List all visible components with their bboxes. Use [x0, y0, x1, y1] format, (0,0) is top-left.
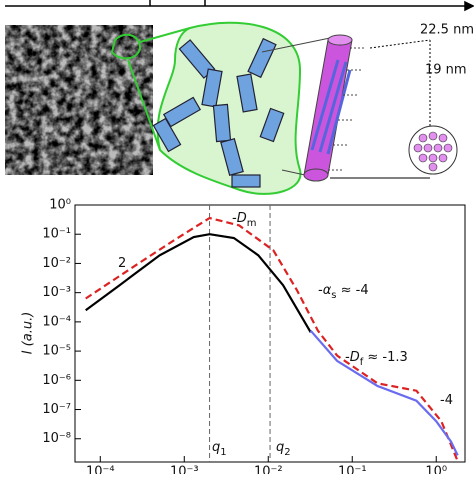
annotation-part: ≈ -1.3: [363, 350, 408, 365]
annotation: -4: [440, 393, 453, 408]
dimension-label: 22.5 nm: [420, 23, 474, 38]
y-tick-label: 10⁻³: [42, 285, 71, 300]
annotation-part: m: [247, 218, 257, 229]
x-tick-label: 10⁻³: [170, 465, 199, 475]
data-line: [85, 233, 312, 333]
x-tick-label: 10⁰: [425, 465, 447, 475]
annotation: 2: [118, 256, 126, 271]
annotation-part: 1: [220, 447, 226, 458]
data-line: [85, 216, 459, 462]
y-tick-label: 10⁻²: [42, 256, 71, 271]
y-tick-label: 10⁻⁷: [42, 402, 71, 417]
annotation-part: q: [212, 440, 220, 455]
annotation: q1: [212, 440, 227, 459]
y-tick-label: 10⁻⁸: [42, 431, 71, 446]
y-axis-label: I (a.u.): [21, 312, 36, 355]
annotation-part: f: [360, 357, 364, 368]
plot: 10⁻⁴ 10⁻³ 10⁻² 10⁻¹ 10⁰ 10⁰ 10⁻¹ 10⁻² 10⁻³ 10⁻⁴ 10…: [42, 198, 459, 478]
x-tick-label: 10⁻²: [254, 465, 283, 475]
annotation-part: -D: [232, 211, 247, 226]
annotation-part: 2: [118, 256, 126, 271]
top-axis: [5, 0, 474, 12]
annotation: -αs ≈ -4: [318, 283, 369, 302]
cylinders: [152, 37, 285, 188]
annotation: q2: [276, 440, 291, 459]
x-tick-label: 10⁻¹: [338, 465, 367, 475]
y-tick-label: 10⁰: [49, 198, 71, 213]
y-tick-label: 10⁻⁴: [42, 314, 71, 329]
annotation-part: -α: [318, 283, 332, 298]
y-tick-label: 10⁻⁶: [42, 373, 71, 388]
data-line: [309, 329, 459, 456]
annotation: -Df ≈ -1.3: [345, 350, 408, 369]
annotation-part: 2: [284, 447, 290, 458]
annotation-part: -D: [345, 350, 360, 365]
dimension-label: 19 nm: [425, 63, 467, 78]
y-tick-label: 10⁻¹: [42, 227, 71, 242]
micrograph-texture: [5, 25, 153, 175]
annotation: -Dm: [232, 211, 256, 230]
annotation-part: ≈ -4: [336, 283, 368, 298]
annotation-part: q: [276, 440, 284, 455]
annotation-part: s: [331, 290, 336, 301]
x-tick-label: 10⁻⁴: [86, 465, 115, 475]
nanotube: [261, 34, 365, 182]
annotation-part: -4: [440, 393, 453, 408]
y-tick-label: 10⁻⁵: [42, 344, 71, 359]
cross-section: [330, 39, 458, 179]
